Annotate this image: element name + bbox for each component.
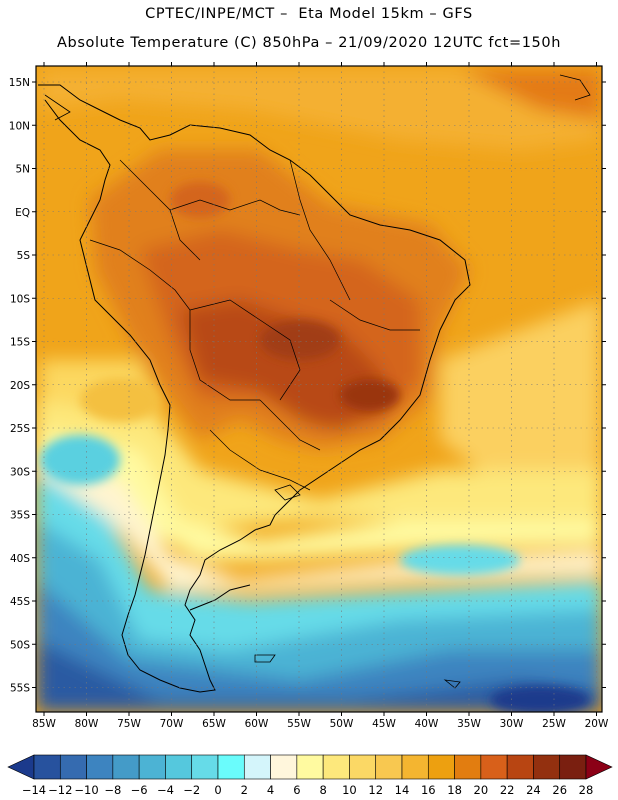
latitude-label: 10N <box>9 120 30 132</box>
latitude-label: 10S <box>10 293 30 305</box>
map-frame <box>35 65 603 713</box>
colorbar-label: −2 <box>183 783 200 797</box>
longitude-label: 30W <box>500 718 524 730</box>
colorbar-label: 4 <box>267 783 274 797</box>
colorbar-label: 6 <box>293 783 300 797</box>
latitude-label: 15N <box>9 77 30 89</box>
latitude-label: 5S <box>17 250 31 262</box>
longitude-label: 70W <box>160 718 184 730</box>
colorbar-label: 10 <box>342 783 357 797</box>
latitude-label: 55S <box>10 683 30 695</box>
colorbar-label: 20 <box>474 783 489 797</box>
coastline <box>38 84 471 693</box>
colorbar-label: 16 <box>421 783 436 797</box>
longitude-label: 80W <box>75 718 99 730</box>
longitude-label: 60W <box>245 718 269 730</box>
map-subtitle: Absolute Temperature (C) 850hPa – 21/09/… <box>57 35 561 51</box>
colorbar-cell <box>559 754 587 780</box>
longitude-labels: 85W 80W 75W 70W 65W 60W 55W 50W 45W 40W 35W 30W 25W 2… <box>32 718 609 730</box>
latitude-label: 40S <box>10 553 30 565</box>
colorbar-label: 26 <box>552 783 567 797</box>
colorbar-label: 12 <box>368 783 383 797</box>
latitude-labels: 15N 10N 5N EQ 5S 10S 15S 20S 25S 30S 35S 40S 45S 50S 5… <box>9 77 31 695</box>
colorbar-label: −14 <box>22 783 46 797</box>
longitude-label: 45W <box>372 718 396 730</box>
colorbar-cell <box>112 754 140 780</box>
longitude-label: 35W <box>457 718 481 730</box>
colorbar-cell <box>33 754 61 780</box>
colorbar-cell <box>454 754 482 780</box>
colorbar-cell <box>270 754 298 780</box>
latitude-label: 5N <box>15 164 30 176</box>
colorbar-label: 0 <box>214 783 221 797</box>
colorbar-cell <box>401 754 429 780</box>
colorbar-cell <box>349 754 377 780</box>
latitude-label: 45S <box>10 596 30 608</box>
colorbar-label: 8 <box>319 783 326 797</box>
map-title: CPTEC/INPE/MCT – Eta Model 15km – GFS <box>145 6 473 22</box>
colorbar-label: 28 <box>579 783 594 797</box>
country-borders <box>89 159 420 491</box>
longitude-label: 20W <box>585 718 609 730</box>
latitude-label: 25S <box>10 423 30 435</box>
colorbar-max-arrow <box>585 754 613 780</box>
colorbar-min-arrow <box>7 754 35 780</box>
colorbar-cell <box>217 754 245 780</box>
colorbar-label: 22 <box>500 783 515 797</box>
graticule <box>36 66 602 712</box>
longitude-label: 75W <box>117 718 141 730</box>
axis-ticks <box>32 62 606 716</box>
latitude-label: 20S <box>10 380 30 392</box>
colorbar-label: −12 <box>48 783 72 797</box>
colorbar-label: 2 <box>241 783 248 797</box>
colorbar-label: −8 <box>104 783 121 797</box>
colorbar-label: −6 <box>131 783 148 797</box>
colorbar <box>7 754 613 780</box>
latitude-label: EQ <box>15 207 30 219</box>
colorbar-cell <box>533 754 561 780</box>
latitude-label: 30S <box>10 466 30 478</box>
colorbar-cell <box>138 754 166 780</box>
colorbar-cell <box>59 754 87 780</box>
latitude-label: 50S <box>10 639 30 651</box>
colorbar-cell <box>296 754 324 780</box>
colorbar-label: 14 <box>395 783 410 797</box>
longitude-label: 85W <box>32 718 56 730</box>
colorbar-cell <box>506 754 534 780</box>
longitude-label: 25W <box>542 718 566 730</box>
colorbar-cell <box>427 754 455 780</box>
colorbar-cell <box>191 754 219 780</box>
colorbar-cell <box>86 754 114 780</box>
temperature-field <box>36 66 602 712</box>
colorbar-cell <box>375 754 403 780</box>
longitude-label: 65W <box>202 718 226 730</box>
colorbar-cell <box>165 754 193 780</box>
colorbar-label: 24 <box>526 783 541 797</box>
colorbar-label: 18 <box>447 783 462 797</box>
colorbar-labels: −14 −12 −10 −8 −6 −4 −2 0 2 4 6 8 10 12 14 16 18 20 22 24 26… <box>22 783 593 797</box>
colorbar-cell <box>243 754 271 780</box>
colorbar-label: −10 <box>74 783 98 797</box>
longitude-label: 55W <box>287 718 311 730</box>
colorbar-cell <box>480 754 508 780</box>
colorbar-label: −4 <box>157 783 174 797</box>
longitude-label: 50W <box>330 718 354 730</box>
latitude-label: 15S <box>10 337 30 349</box>
longitude-label: 40W <box>415 718 439 730</box>
latitude-label: 35S <box>10 510 30 522</box>
colorbar-cell <box>322 754 350 780</box>
